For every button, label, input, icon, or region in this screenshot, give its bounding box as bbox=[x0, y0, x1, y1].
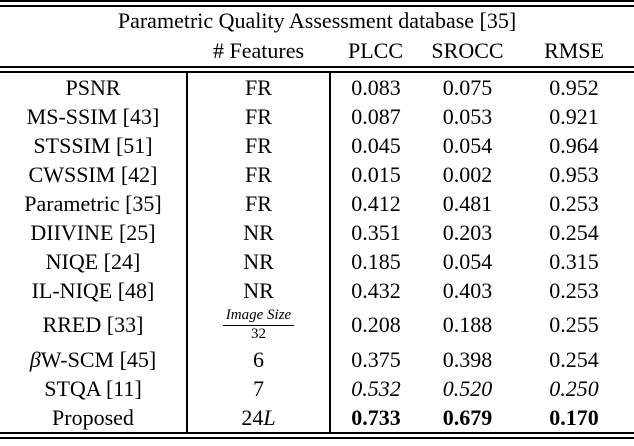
table-row: IL-NIQE [48] NR 0.432 0.403 0.253 bbox=[0, 276, 634, 305]
rmse-cell: 0.921 bbox=[549, 104, 599, 129]
table-body: PSNR FR 0.083 0.075 0.952 MS-SSIM [43] FR 0.087… bbox=[0, 73, 634, 432]
rmse-cell: 0.964 bbox=[549, 133, 599, 158]
features-cell: FR bbox=[187, 160, 331, 189]
table-body-table: PSNR FR 0.083 0.075 0.952 MS-SSIM [43] FR 0.087… bbox=[0, 73, 634, 432]
rmse-cell: 0.953 bbox=[549, 162, 599, 187]
table-row: PSNR FR 0.083 0.075 0.952 bbox=[0, 73, 634, 102]
plcc-cell: 0.083 bbox=[351, 75, 401, 100]
plcc-cell: 0.087 bbox=[351, 104, 401, 129]
table-row: Proposed 24L 0.733 0.679 0.170 bbox=[0, 402, 634, 432]
srocc-cell: 0.398 bbox=[442, 346, 493, 372]
srocc-column-header: SROCC bbox=[431, 38, 504, 63]
table-row: NIQE [24] NR 0.185 0.054 0.315 bbox=[0, 247, 634, 276]
method-cell: Parametric [35] bbox=[0, 189, 188, 218]
plcc-cell: 0.432 bbox=[351, 278, 401, 303]
method-cell: STSSIM [51] bbox=[0, 131, 188, 160]
srocc-cell: 0.188 bbox=[442, 312, 493, 338]
method-cell: STQA [11] bbox=[0, 373, 188, 403]
rmse-cell: 0.254 bbox=[549, 220, 599, 245]
table-head: Parametric Quality Assessment database [… bbox=[0, 7, 634, 66]
features-cell: NR bbox=[187, 247, 331, 276]
table-row: STSSIM [51] FR 0.045 0.054 0.964 bbox=[0, 131, 634, 160]
features-cell: FR bbox=[187, 131, 331, 160]
method-cell: CWSSIM [42] bbox=[0, 160, 188, 189]
features-cell: FR bbox=[187, 189, 331, 218]
plcc-cell: 0.733 bbox=[351, 404, 401, 430]
title-row: Parametric Quality Assessment database [… bbox=[0, 7, 634, 35]
rmse-column-header: RMSE bbox=[544, 38, 604, 63]
plcc-cell: 0.351 bbox=[351, 220, 401, 245]
table-title: Parametric Quality Assessment database [… bbox=[117, 8, 517, 33]
method-cell: MS-SSIM [43] bbox=[0, 102, 188, 131]
table-row: Parametric [35] FR 0.412 0.481 0.253 bbox=[0, 189, 634, 218]
features-cell: FR bbox=[187, 73, 331, 102]
srocc-cell: 0.203 bbox=[442, 220, 493, 245]
features-column-header: # Features bbox=[212, 38, 305, 63]
column-header-row: # Features PLCC SROCC RMSE bbox=[0, 35, 634, 66]
features-cell: FR bbox=[187, 102, 331, 131]
rmse-cell: 0.253 bbox=[549, 278, 599, 303]
method-cell: PSNR bbox=[0, 73, 188, 102]
plcc-cell: 0.015 bbox=[351, 162, 401, 187]
srocc-cell: 0.520 bbox=[442, 375, 493, 401]
table-row: MS-SSIM [43] FR 0.087 0.053 0.921 bbox=[0, 102, 634, 131]
rmse-cell: 0.250 bbox=[549, 375, 599, 401]
plcc-cell: 0.185 bbox=[351, 249, 401, 274]
plcc-cell: 0.532 bbox=[351, 375, 401, 401]
rmse-cell: 0.254 bbox=[549, 346, 599, 372]
srocc-cell: 0.679 bbox=[442, 404, 493, 430]
srocc-cell: 0.403 bbox=[442, 278, 493, 303]
header-double-rule bbox=[0, 66, 634, 73]
method-cell: NIQE [24] bbox=[0, 247, 188, 276]
rmse-cell: 0.170 bbox=[549, 404, 599, 430]
plcc-cell: 0.375 bbox=[351, 346, 401, 372]
rmse-cell: 0.952 bbox=[549, 75, 599, 100]
method-cell: βW-SCM [45] bbox=[0, 344, 188, 374]
features-cell: 6 bbox=[187, 344, 331, 374]
features-cell: NR bbox=[187, 218, 331, 247]
plcc-cell: 0.412 bbox=[351, 191, 401, 216]
plcc-cell: 0.045 bbox=[351, 133, 401, 158]
method-cell: DIIVINE [25] bbox=[0, 218, 188, 247]
srocc-cell: 0.481 bbox=[442, 191, 493, 216]
table-row: CWSSIM [42] FR 0.015 0.002 0.953 bbox=[0, 160, 634, 189]
rmse-cell: 0.255 bbox=[549, 312, 599, 338]
features-cell: Image Size 32 bbox=[187, 305, 331, 345]
rmse-cell: 0.315 bbox=[549, 249, 599, 274]
plcc-column-header: PLCC bbox=[347, 38, 404, 63]
plcc-cell: 0.208 bbox=[351, 312, 401, 338]
srocc-cell: 0.053 bbox=[442, 104, 493, 129]
features-cell: NR bbox=[187, 276, 331, 305]
srocc-cell: 0.075 bbox=[442, 75, 493, 100]
srocc-cell: 0.054 bbox=[442, 249, 493, 274]
features-cell: 7 bbox=[187, 373, 331, 403]
table-row: βW-SCM [45] 6 0.375 0.398 0.254 bbox=[0, 344, 634, 374]
method-cell: Proposed bbox=[0, 402, 188, 432]
table-row: RRED [33] Image Size 32 0.208 0.188 0.255 bbox=[0, 305, 634, 345]
method-cell: RRED [33] bbox=[0, 305, 188, 345]
method-column-header bbox=[0, 35, 187, 66]
table-row: STQA [11] 7 0.532 0.520 0.250 bbox=[0, 373, 634, 403]
srocc-cell: 0.054 bbox=[442, 133, 493, 158]
method-cell: IL-NIQE [48] bbox=[0, 276, 188, 305]
top-double-rule bbox=[0, 0, 634, 7]
table-row: DIIVINE [25] NR 0.351 0.203 0.254 bbox=[0, 218, 634, 247]
features-fraction: Image Size 32 bbox=[222, 305, 295, 345]
srocc-cell: 0.002 bbox=[442, 162, 493, 187]
rmse-cell: 0.253 bbox=[549, 191, 599, 216]
bottom-double-rule bbox=[0, 431, 634, 439]
features-cell: 24L bbox=[187, 402, 331, 432]
